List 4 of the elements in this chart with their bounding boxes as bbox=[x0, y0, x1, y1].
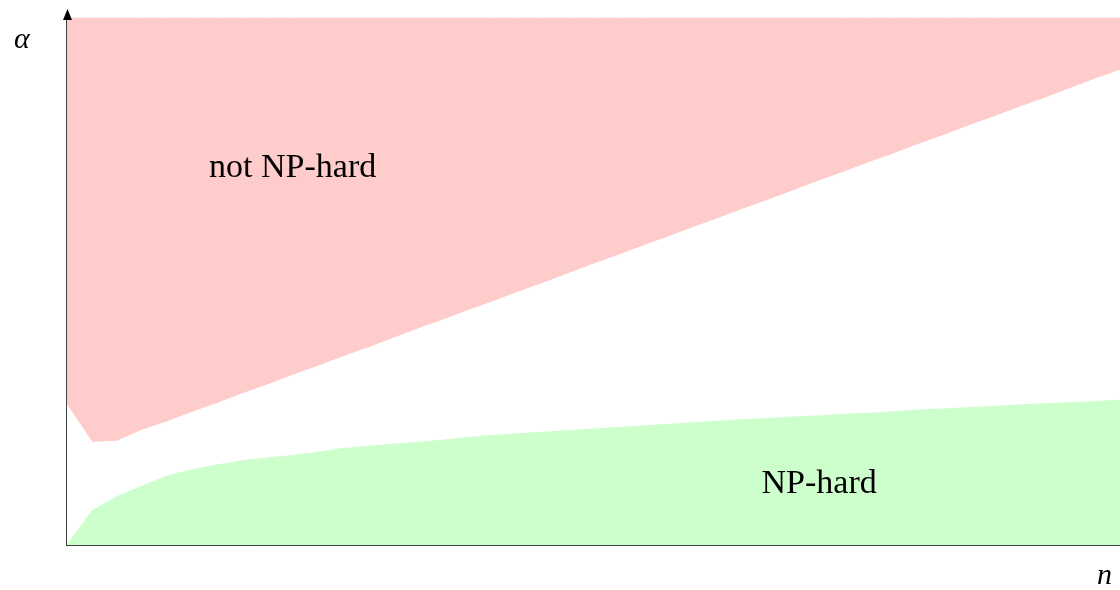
x-axis-title: n bbox=[1097, 556, 1112, 590]
series-label: NP-hard bbox=[761, 463, 877, 501]
y-axis-title: α bbox=[14, 20, 31, 54]
series-label: not NP-hard bbox=[209, 147, 377, 185]
